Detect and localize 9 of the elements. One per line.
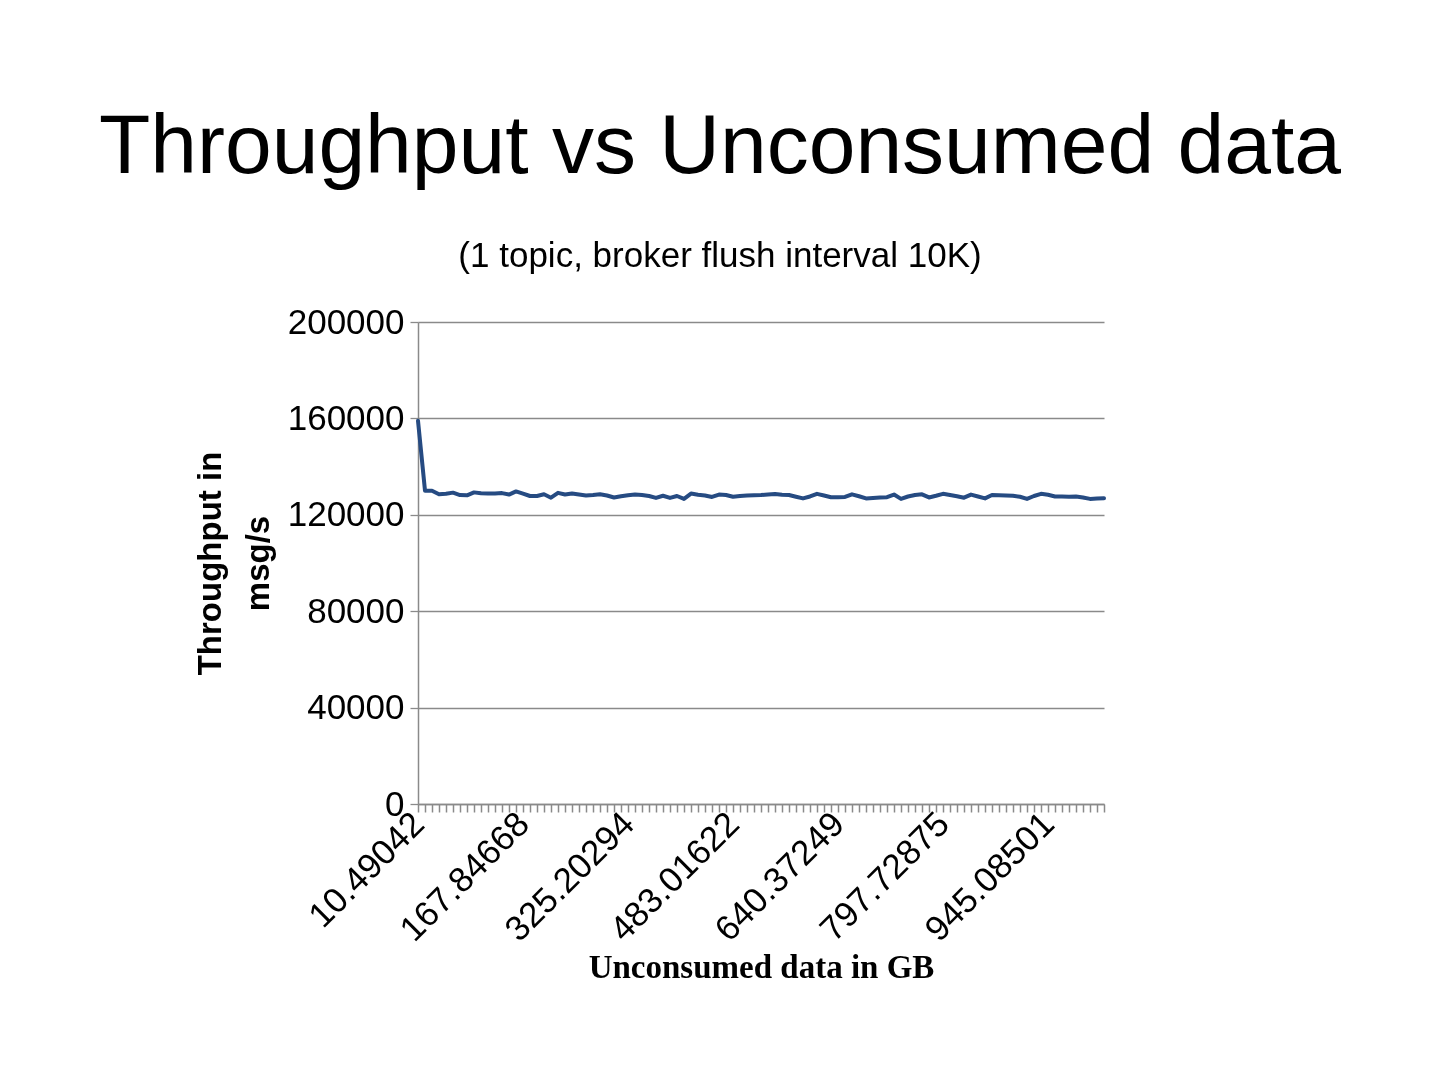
y-tick-label: 120000 — [287, 494, 405, 534]
chart-subtitle: (1 topic, broker flush interval 10K) — [458, 235, 982, 274]
chart-title: Throughput vs Unconsumed data — [98, 97, 1342, 191]
y-tick-label: 80000 — [307, 590, 405, 630]
x-axis-title: Unconsumed data in GB — [588, 949, 935, 986]
y-tick-label: 200000 — [287, 301, 405, 341]
y-axis-title: Throughput in msg/s — [190, 451, 276, 676]
y-tick-label: 160000 — [287, 397, 405, 437]
y-tick-label: 40000 — [307, 687, 405, 727]
